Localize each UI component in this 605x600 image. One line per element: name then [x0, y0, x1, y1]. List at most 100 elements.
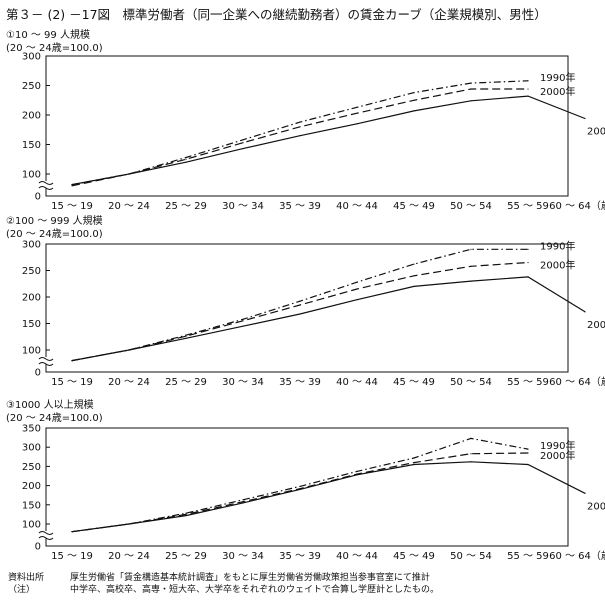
- data-point: [470, 461, 472, 463]
- y-tick-label: 300: [22, 240, 41, 251]
- data-point: [71, 360, 73, 362]
- axis-break-mark: [38, 536, 54, 540]
- plot-frame: [45, 427, 569, 547]
- data-point: [299, 121, 301, 123]
- x-tick-label: 40 ～ 44: [336, 377, 378, 388]
- data-point: [356, 299, 358, 301]
- y-tick-label: 0: [35, 192, 41, 203]
- data-point: [356, 123, 358, 125]
- data-point: [527, 95, 529, 97]
- data-point: [185, 156, 187, 159]
- x-tick-label: 15 ～ 19: [51, 551, 93, 562]
- line-chart: 0 100 150 200 250 300 15 ～ 19 20 ～ 24 25 ～ 29 30 …: [22, 52, 605, 213]
- x-tick-label: 35 ～ 39: [279, 551, 321, 562]
- data-point: [356, 288, 358, 290]
- x-tick-label: 60 ～ 64（歳）: [549, 550, 605, 562]
- x-tick-label: 30 ～ 34: [222, 377, 264, 388]
- data-point: [185, 334, 187, 336]
- data-point: [71, 184, 73, 186]
- panel-label: ①10 ～ 99 人規模: [6, 30, 90, 41]
- chart-panel-10-99: ①10 ～ 99 人規模 (20 ～ 24歳=100.0) 0 100 150 200…: [0, 24, 605, 212]
- y-tick-label: 300: [22, 443, 41, 454]
- plot-frame: [45, 243, 569, 373]
- y-tick-label: 150: [22, 140, 41, 151]
- line-chart: 0 100 150 200 250 300 15 ～ 19 20 ～ 24 25 ～ 29 30 …: [22, 239, 605, 388]
- data-point: [185, 337, 187, 339]
- data-point: [527, 463, 529, 466]
- data-point: [299, 135, 301, 137]
- x-tick-label: 35 ～ 39: [279, 377, 321, 388]
- data-point: [128, 173, 130, 175]
- x-tick-label: 25 ～ 29: [165, 201, 207, 212]
- data-point: [128, 523, 130, 525]
- data-point: [527, 276, 529, 278]
- y-tick-label: 100: [22, 520, 41, 531]
- chart-panel-1000-plus: ③1000 人以上規模 (20 ～ 24歳=100.0) 0 100 150 200 2…: [0, 394, 605, 572]
- y-tick-label: 350: [22, 424, 41, 435]
- data-point: [185, 512, 187, 514]
- data-point: [356, 470, 358, 472]
- data-point: [299, 485, 301, 487]
- data-point: [413, 457, 415, 459]
- data-point: [242, 502, 244, 504]
- data-point: [413, 463, 415, 466]
- data-point: [185, 335, 187, 337]
- y-tick-label: 250: [22, 81, 41, 92]
- data-point: [356, 281, 358, 283]
- data-point: [470, 100, 472, 102]
- data-point: [413, 91, 415, 94]
- series-line-2008年: [71, 95, 586, 186]
- data-point: [356, 112, 358, 114]
- data-point: [299, 304, 301, 306]
- x-tick-label: 55 ～ 59: [507, 377, 549, 388]
- data-point: [242, 325, 244, 327]
- axis-break-mark: [38, 531, 54, 535]
- y-tick-label: 100: [22, 170, 41, 181]
- series-line-1990年: [71, 437, 529, 533]
- axis-break-mark: [38, 362, 54, 366]
- data-point: [527, 261, 529, 264]
- x-tick-label: 45 ～ 49: [393, 377, 435, 388]
- data-point: [527, 448, 529, 450]
- y-tick-label: 200: [22, 481, 41, 492]
- x-tick-label: 20 ～ 24: [108, 551, 150, 562]
- x-tick-label: 15 ～ 19: [51, 377, 93, 388]
- data-point: [356, 474, 358, 476]
- y-tick-label: 200: [22, 111, 41, 122]
- x-tick-label: 50 ～ 54: [450, 201, 492, 212]
- data-point: [470, 248, 472, 250]
- data-point: [242, 139, 244, 141]
- y-tick-label: 250: [22, 266, 41, 277]
- plot-frame: [45, 55, 569, 197]
- data-point: [584, 117, 586, 120]
- series-line-2008年: [71, 276, 586, 362]
- figure-title: 第３－ (2) －17図 標準労働者（同一企業への継続勤務者）の賃金カーブ（企業…: [6, 7, 547, 22]
- data-point: [470, 280, 472, 282]
- x-tick-label: 25 ～ 29: [165, 377, 207, 388]
- x-tick-label: 55 ～ 59: [507, 551, 549, 562]
- data-point: [185, 161, 187, 163]
- series-label: 2000年: [540, 449, 575, 462]
- chart-panel-100-999: ②100 ～ 999 人規模 (20 ～ 24歳=100.0) 0 100 150 2…: [0, 210, 605, 398]
- x-tick-label: 30 ～ 34: [222, 201, 264, 212]
- x-tick-label: 40 ～ 44: [336, 201, 378, 212]
- x-tick-label: 45 ～ 49: [393, 201, 435, 212]
- series-label: 2000年: [540, 259, 575, 272]
- data-point: [527, 88, 529, 90]
- panel-label: ③1000 人以上規模: [6, 400, 94, 411]
- note-label: （注）: [8, 585, 36, 595]
- line-chart: 0 100 150 200 250 300 350 15 ～ 19 20 ～ 24 25 ～ 29…: [22, 424, 605, 563]
- data-point: [413, 285, 415, 287]
- y-tick-label: 200: [22, 293, 41, 304]
- y-axis-unit-label: (20 ～ 24歳=100.0): [6, 229, 103, 240]
- y-tick-label: 300: [22, 52, 41, 63]
- data-point: [185, 513, 187, 515]
- data-point: [470, 437, 472, 439]
- data-point: [413, 275, 415, 277]
- series-line-2000年: [71, 452, 529, 533]
- y-axis-unit-label: (20 ～ 24歳=100.0): [6, 43, 103, 54]
- data-point: [527, 452, 529, 454]
- note-text: 中学卒、高校卒、高専・短大卒、大学卒をそれぞれのウェイトで合算し学歴計としたもの…: [70, 585, 440, 595]
- series-label: 1990年: [540, 439, 575, 452]
- x-tick-label: 20 ～ 24: [108, 377, 150, 388]
